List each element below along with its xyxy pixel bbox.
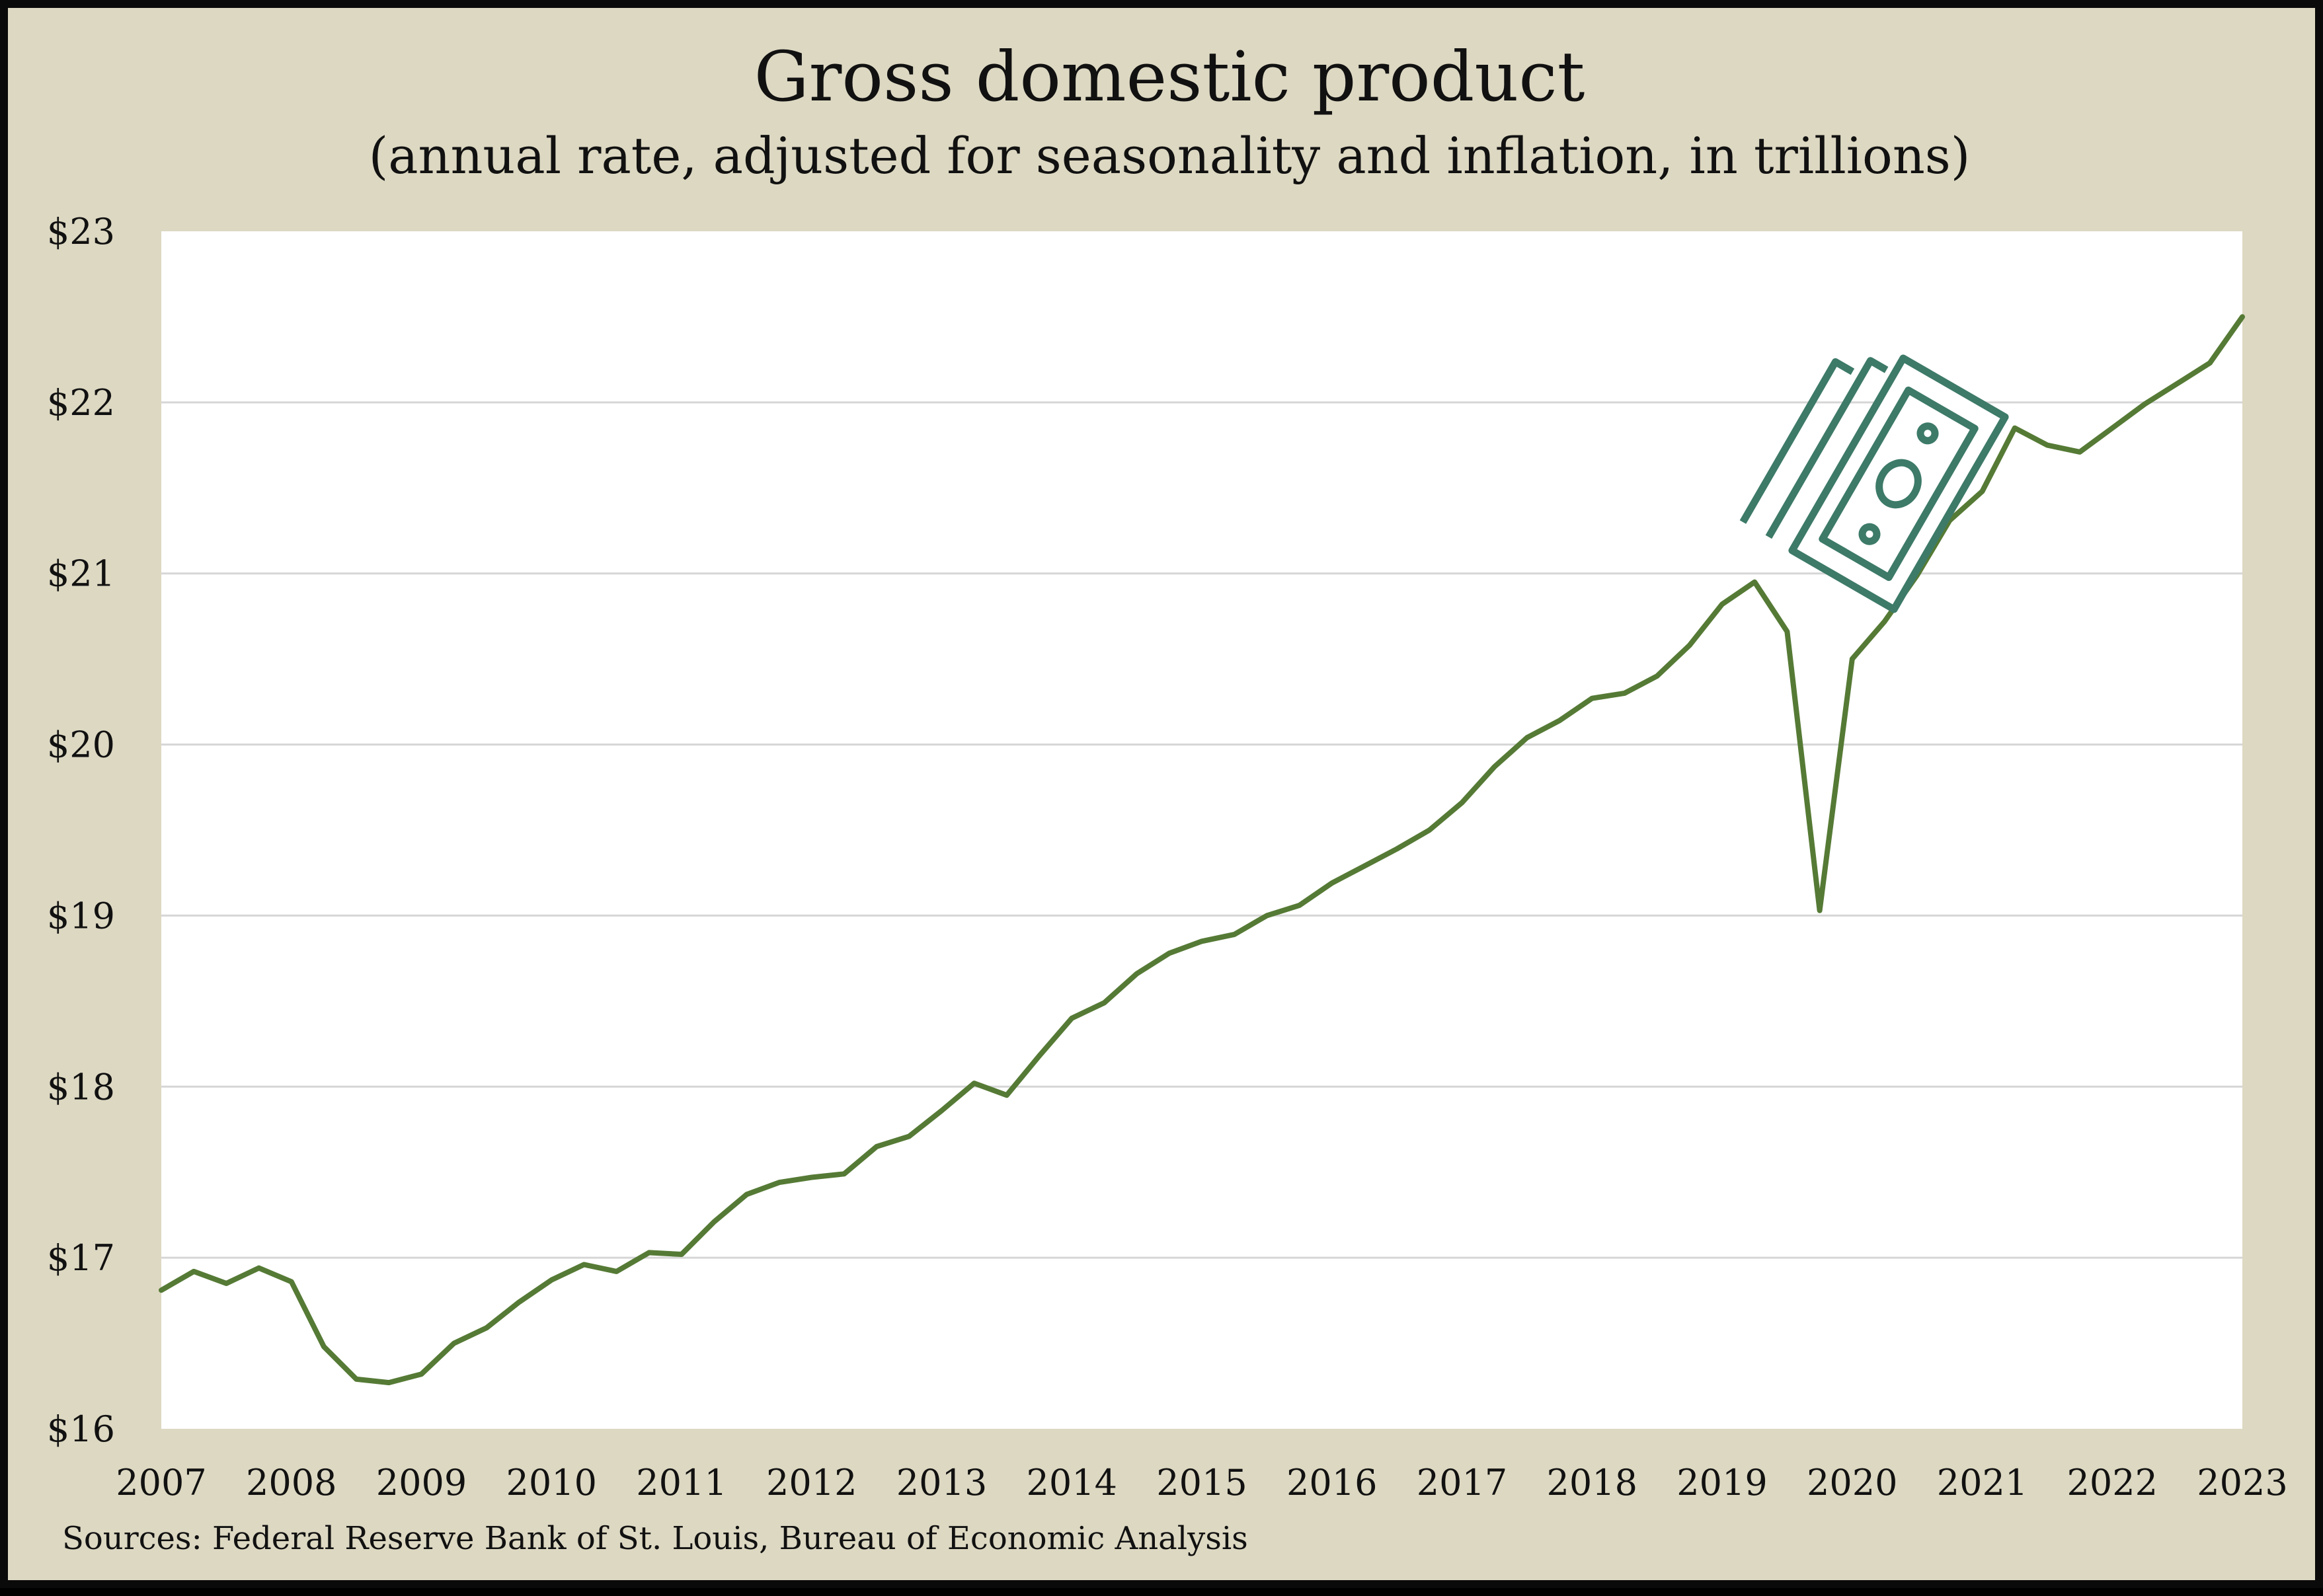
y-tick-label: $17 xyxy=(47,1237,115,1279)
x-tick-label: 2009 xyxy=(376,1462,467,1503)
x-tick-label: 2015 xyxy=(1156,1462,1247,1503)
x-tick-label: 2020 xyxy=(1807,1462,1897,1503)
x-tick-label: 2019 xyxy=(1676,1462,1767,1503)
y-tick-label: $18 xyxy=(47,1066,115,1108)
x-tick-label: 2010 xyxy=(506,1462,597,1503)
y-tick-label: $21 xyxy=(47,553,115,595)
y-tick-label: $20 xyxy=(47,724,115,766)
x-tick-label: 2007 xyxy=(116,1462,206,1503)
x-tick-label: 2013 xyxy=(896,1462,987,1503)
money-bills-icon xyxy=(1739,354,2009,613)
y-tick-label: $16 xyxy=(47,1408,115,1450)
y-tick-label: $19 xyxy=(47,895,115,936)
x-tick-label: 2016 xyxy=(1286,1462,1377,1503)
x-tick-label: 2014 xyxy=(1027,1462,1117,1503)
x-tick-label: 2008 xyxy=(246,1462,336,1503)
chart-svg: Gross domestic product (annual rate, adj… xyxy=(47,36,2288,1557)
x-tick-label: 2017 xyxy=(1417,1462,1507,1503)
source-note: Sources: Federal Reserve Bank of St. Lou… xyxy=(62,1520,1248,1557)
x-tick-label: 2023 xyxy=(2197,1462,2287,1503)
x-tick-label: 2022 xyxy=(2067,1462,2158,1503)
x-tick-label: 2011 xyxy=(636,1462,727,1503)
x-tick-label: 2012 xyxy=(766,1462,857,1503)
x-tick-label: 2018 xyxy=(1547,1462,1637,1503)
y-tick-label: $22 xyxy=(47,382,115,424)
y-tick-label: $23 xyxy=(47,211,115,252)
y-axis-ticks: $16 $17 $18 $19 $20 $21 $22 $23 xyxy=(47,211,115,1450)
chart-subtitle: (annual rate, adjusted for seasonality a… xyxy=(369,126,1971,185)
x-axis-ticks: 2007 2008 2009 2010 2011 2012 2013 2014 2015 2016… xyxy=(116,1462,2287,1503)
x-tick-label: 2021 xyxy=(1937,1462,2028,1503)
chart-title: Gross domestic product xyxy=(754,36,1585,117)
